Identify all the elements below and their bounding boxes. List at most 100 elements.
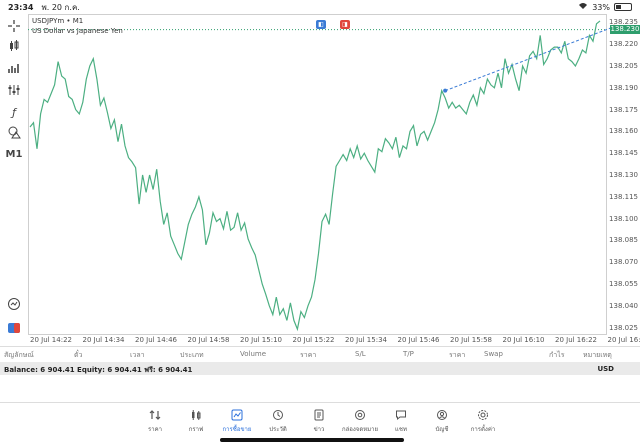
balance-row: Balance: 6 904.41 Equity: 6 904.41 ฟรี: …	[0, 362, 640, 375]
plot-border	[28, 14, 607, 335]
trendline	[445, 26, 615, 92]
chart-header: USDJPYm • M1 US Dollar vs Japanese Yen	[32, 16, 123, 36]
price-chart[interactable]: USDJPYm • M1 US Dollar vs Japanese Yen ◧…	[28, 14, 640, 346]
column-header[interactable]: Swap	[484, 350, 503, 358]
nav-item[interactable]: การตั้งค่า	[463, 409, 503, 434]
price-tick-label: 138.115	[609, 192, 638, 201]
time-tick-label: 20 Jul 14:58	[187, 336, 230, 344]
battery-icon	[614, 3, 632, 11]
price-tick-label: 138.190	[609, 83, 638, 92]
time-tick-label: 20 Jul 14:46	[135, 336, 177, 344]
clock-icon[interactable]	[6, 296, 22, 312]
buy-button[interactable]: ◨	[340, 20, 350, 29]
nav-label: แชท	[395, 426, 407, 433]
time-tick-label: 20 Jul 15:10	[240, 336, 282, 344]
time-tick-label: 20 Jul 15:58	[450, 336, 492, 344]
column-header[interactable]: ราคา	[449, 351, 466, 359]
nav-item[interactable]: ประวัติ	[258, 409, 298, 434]
price-tick-label: 138.235	[609, 18, 638, 27]
settings-icon	[478, 410, 488, 420]
crosshair-icon[interactable]	[6, 18, 22, 34]
column-header[interactable]: ตั๋ว	[74, 351, 83, 359]
bottom-navigation: ราคา กราฟ การซื้อขาย ประวัติ ข่าว กล่องจดหมาย…	[0, 402, 640, 447]
chart-canvas[interactable]	[28, 14, 640, 346]
trade-icon	[231, 409, 243, 421]
price-tick-label: 138.220	[609, 40, 638, 49]
time-tick-label: 20 Jul 16:10	[502, 336, 545, 344]
nav-item[interactable]: กราฟ	[176, 409, 216, 434]
nav-label: การตั้งค่า	[470, 426, 496, 433]
time-tick-label: 20 Jul 16:22	[555, 336, 597, 344]
nav-item[interactable]: กล่องจดหมาย	[340, 409, 380, 434]
bar-chart-icon[interactable]	[6, 60, 22, 76]
trade-table-header: สัญลักษณ์ ตั๋ว เวลา ประเภท Volume ราคา S/L T/P ร…	[0, 346, 640, 360]
account-icon	[437, 410, 447, 420]
chart-description: US Dollar vs Japanese Yen	[32, 27, 123, 35]
price-tick-label: 138.160	[609, 127, 638, 136]
nav-label: บัญชี	[435, 426, 449, 433]
nav-item[interactable]: ราคา	[135, 409, 175, 434]
nav-item[interactable]: บัญชี	[422, 409, 462, 434]
column-header[interactable]: กำไร	[549, 351, 565, 359]
news-icon	[314, 409, 324, 421]
price-tick-label: 138.205	[609, 61, 638, 70]
price-tick-label: 138.145	[609, 149, 638, 158]
column-header[interactable]: T/P	[403, 350, 414, 358]
time-tick-label: 20 Jul 15:46	[397, 336, 440, 344]
wifi-icon	[578, 2, 588, 12]
price-tick-label: 138.025	[609, 323, 638, 332]
chat-icon	[396, 410, 406, 421]
indicators-icon[interactable]	[6, 82, 22, 98]
time-tick-label: 20 Jul 14:34	[82, 336, 125, 344]
column-header[interactable]: เวลา	[130, 351, 145, 359]
price-tick-label: 138.100	[609, 214, 638, 223]
status-bar: 23:34 พ. 20 ก.ค. 33%	[0, 0, 640, 14]
column-header[interactable]: Volume	[240, 350, 267, 358]
one-click-trading-icon[interactable]	[6, 320, 22, 336]
chart-icon	[192, 410, 201, 420]
price-tick-label: 138.055	[609, 280, 638, 289]
candlestick-icon[interactable]	[6, 38, 22, 54]
battery-percent: 33%	[592, 2, 610, 12]
nav-label: การซื้อขาย	[222, 426, 252, 433]
column-header[interactable]: S/L	[355, 350, 366, 358]
trendline-start-point	[443, 88, 448, 93]
mailbox-icon	[355, 410, 365, 420]
time-tick-label: 20 Jul 16:34	[607, 336, 640, 344]
price-tick-label: 138.175	[609, 105, 638, 114]
history-icon	[273, 410, 283, 420]
nav-label: กล่องจดหมาย	[341, 426, 379, 433]
chart-symbol: USDJPYm • M1	[32, 17, 84, 25]
price-tick-label: 138.085	[609, 236, 638, 245]
nav-label: ข่าว	[313, 426, 325, 433]
balance-text: Balance: 6 904.41 Equity: 6 904.41 ฟรี: …	[4, 366, 193, 374]
column-header[interactable]: หมายเหตุ	[583, 351, 612, 359]
price-tick-label: 138.130	[609, 171, 638, 179]
price-series-line	[29, 20, 601, 332]
nav-item[interactable]: ข่าว	[299, 409, 339, 434]
price-tick-label: 138.070	[609, 258, 638, 267]
home-indicator	[220, 438, 404, 442]
objects-icon[interactable]	[6, 124, 22, 140]
current-price-tag: 138.230	[610, 25, 640, 35]
nav-label: ราคา	[148, 426, 162, 433]
column-header[interactable]: ราคา	[300, 351, 317, 359]
nav-item[interactable]: แชท	[381, 409, 421, 434]
nav-label: ประวัติ	[269, 426, 287, 433]
left-toolbar: ƒ M1	[0, 14, 28, 339]
time-tick-label: 20 Jul 15:34	[345, 336, 387, 344]
timeframe-button[interactable]: M1	[5, 148, 23, 160]
time-tick-label: 20 Jul 15:22	[292, 336, 335, 344]
status-time: 23:34	[8, 2, 34, 12]
price-tick-label: 138.040	[609, 301, 638, 310]
nav-item[interactable]: การซื้อขาย	[217, 409, 257, 434]
nav-label: กราฟ	[188, 426, 204, 433]
quotes-icon	[149, 410, 161, 420]
time-tick-label: 20 Jul 14:22	[30, 336, 72, 344]
sell-button[interactable]: ◧	[316, 20, 326, 29]
column-header[interactable]: ประเภท	[180, 351, 204, 359]
balance-currency: USD	[597, 365, 614, 373]
column-header[interactable]: สัญลักษณ์	[4, 351, 34, 359]
function-icon[interactable]: ƒ	[12, 105, 16, 119]
status-date: พ. 20 ก.ค.	[41, 2, 80, 12]
